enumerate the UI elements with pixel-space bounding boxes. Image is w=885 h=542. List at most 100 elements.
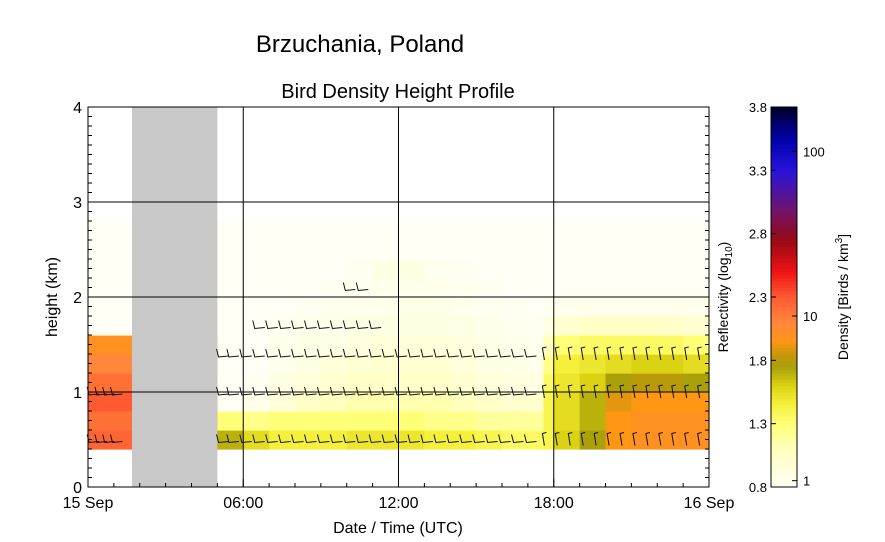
heatmap-cell (527, 392, 544, 412)
y-tick-label: 2 (73, 290, 82, 307)
heatmap-cell (424, 354, 451, 374)
heatmap-cell (295, 221, 322, 241)
colorbar-swatch (771, 233, 797, 238)
heatmap-cell (398, 411, 425, 431)
wind-barb (645, 432, 651, 446)
wind-barb (645, 384, 651, 399)
heatmap-cell (543, 221, 555, 241)
heatmap-cell (398, 335, 425, 355)
colorbar-swatch (771, 271, 797, 276)
wind-barb (485, 434, 498, 444)
heatmap-cell (657, 316, 684, 336)
wind-barb (368, 434, 382, 444)
wind-barb (94, 386, 107, 396)
heatmap-cell (346, 430, 374, 450)
y-tick-label: 4 (73, 100, 82, 117)
colorbar-swatch (771, 205, 797, 209)
colorbar-swatch (771, 243, 797, 247)
colorbar-swatch (771, 439, 797, 444)
heatmap-cell (683, 430, 710, 450)
wind-barb (226, 348, 239, 358)
heatmap-cell (346, 221, 374, 241)
wind-barb (265, 386, 278, 396)
colorbar-swatch (771, 449, 797, 453)
wind-barb (511, 348, 524, 358)
heatmap-cell (476, 392, 503, 412)
colorbar-swatch (771, 442, 797, 447)
heatmap-cell (88, 297, 115, 317)
heatmap-cell (450, 278, 477, 298)
wind-barb (567, 432, 573, 446)
heatmap-cell (398, 240, 425, 260)
wind-barb (216, 348, 229, 358)
heatmap-cell (88, 221, 115, 241)
wind-barb (304, 348, 317, 358)
wind-barb (593, 384, 599, 399)
colorbar-swatch (771, 224, 797, 228)
heatmap-cell (243, 278, 270, 298)
wind-barb (671, 384, 676, 399)
heatmap-cell (502, 297, 529, 317)
heatmap-cell (372, 335, 400, 355)
heatmap-cell (543, 240, 555, 260)
gridlines (88, 107, 709, 487)
colorbar-swatch (771, 164, 797, 168)
wind-barb (381, 386, 395, 396)
wind-barb (252, 386, 265, 396)
wind-barb (485, 386, 498, 396)
colorbar-swatch (771, 455, 797, 459)
colorbar-swatch (771, 474, 797, 478)
heatmap-cell (243, 354, 270, 374)
heatmap-cell (269, 316, 296, 336)
heatmap-cell (543, 373, 555, 393)
heatmap-cell (683, 354, 710, 374)
wind-barb (291, 320, 304, 330)
heatmap-cell (88, 411, 115, 431)
heatmap-cell (631, 411, 658, 431)
heatmap-cell (217, 259, 244, 279)
heatmap-cell (372, 221, 400, 241)
heatmap-cell (295, 373, 322, 393)
heatmap-cell (217, 335, 244, 355)
colorbar-swatch (771, 306, 797, 311)
colorbar: 0.8 1.3 1.8 2.3 2.8 3.3 3.8 1 10 100 (749, 100, 825, 495)
heatmap-cell (320, 297, 348, 317)
heatmap-cell (553, 354, 581, 374)
colorbar-swatch (771, 186, 797, 190)
heatmap-cell (502, 221, 529, 241)
heatmap-cell (527, 316, 544, 336)
colorbar-swatch (771, 122, 797, 127)
wind-barb (420, 434, 434, 444)
heatmap-cell (605, 240, 632, 260)
wind-barb (102, 434, 115, 444)
x-tick-label: 15 Sep (63, 495, 114, 512)
wind-barb (554, 346, 560, 361)
heatmap-cell (657, 240, 684, 260)
colorbar-swatch (771, 392, 797, 396)
heatmap-cell (346, 411, 374, 431)
heatmap-cell (217, 392, 244, 412)
heatmap-cell (320, 335, 348, 355)
heatmap-cell (543, 354, 555, 374)
colorbar-swatch (771, 249, 797, 254)
heatmap-cell (346, 278, 374, 298)
heatmap-cell (527, 259, 544, 279)
colorbar-swatch (771, 208, 797, 212)
wind-barb (342, 320, 356, 330)
heatmap-cell (243, 430, 270, 450)
wind-barb (433, 434, 446, 444)
x-tick-label: 12:00 (378, 495, 418, 512)
wind-barb (368, 348, 382, 358)
y-axis: 0 1 2 3 4 (73, 100, 709, 497)
wind-barb (658, 346, 663, 361)
wind-barb (523, 386, 537, 396)
heatmap-cell (243, 373, 270, 393)
colorbar-swatch (771, 268, 797, 273)
wind-barb (619, 384, 625, 399)
colorbar-swatch (771, 151, 797, 155)
heatmap-cell (372, 354, 400, 374)
heatmap-cell (579, 354, 607, 374)
wind-barb (684, 346, 689, 361)
colorbar-right-tick-label: 1 (803, 474, 810, 489)
wind-barb (278, 434, 291, 444)
